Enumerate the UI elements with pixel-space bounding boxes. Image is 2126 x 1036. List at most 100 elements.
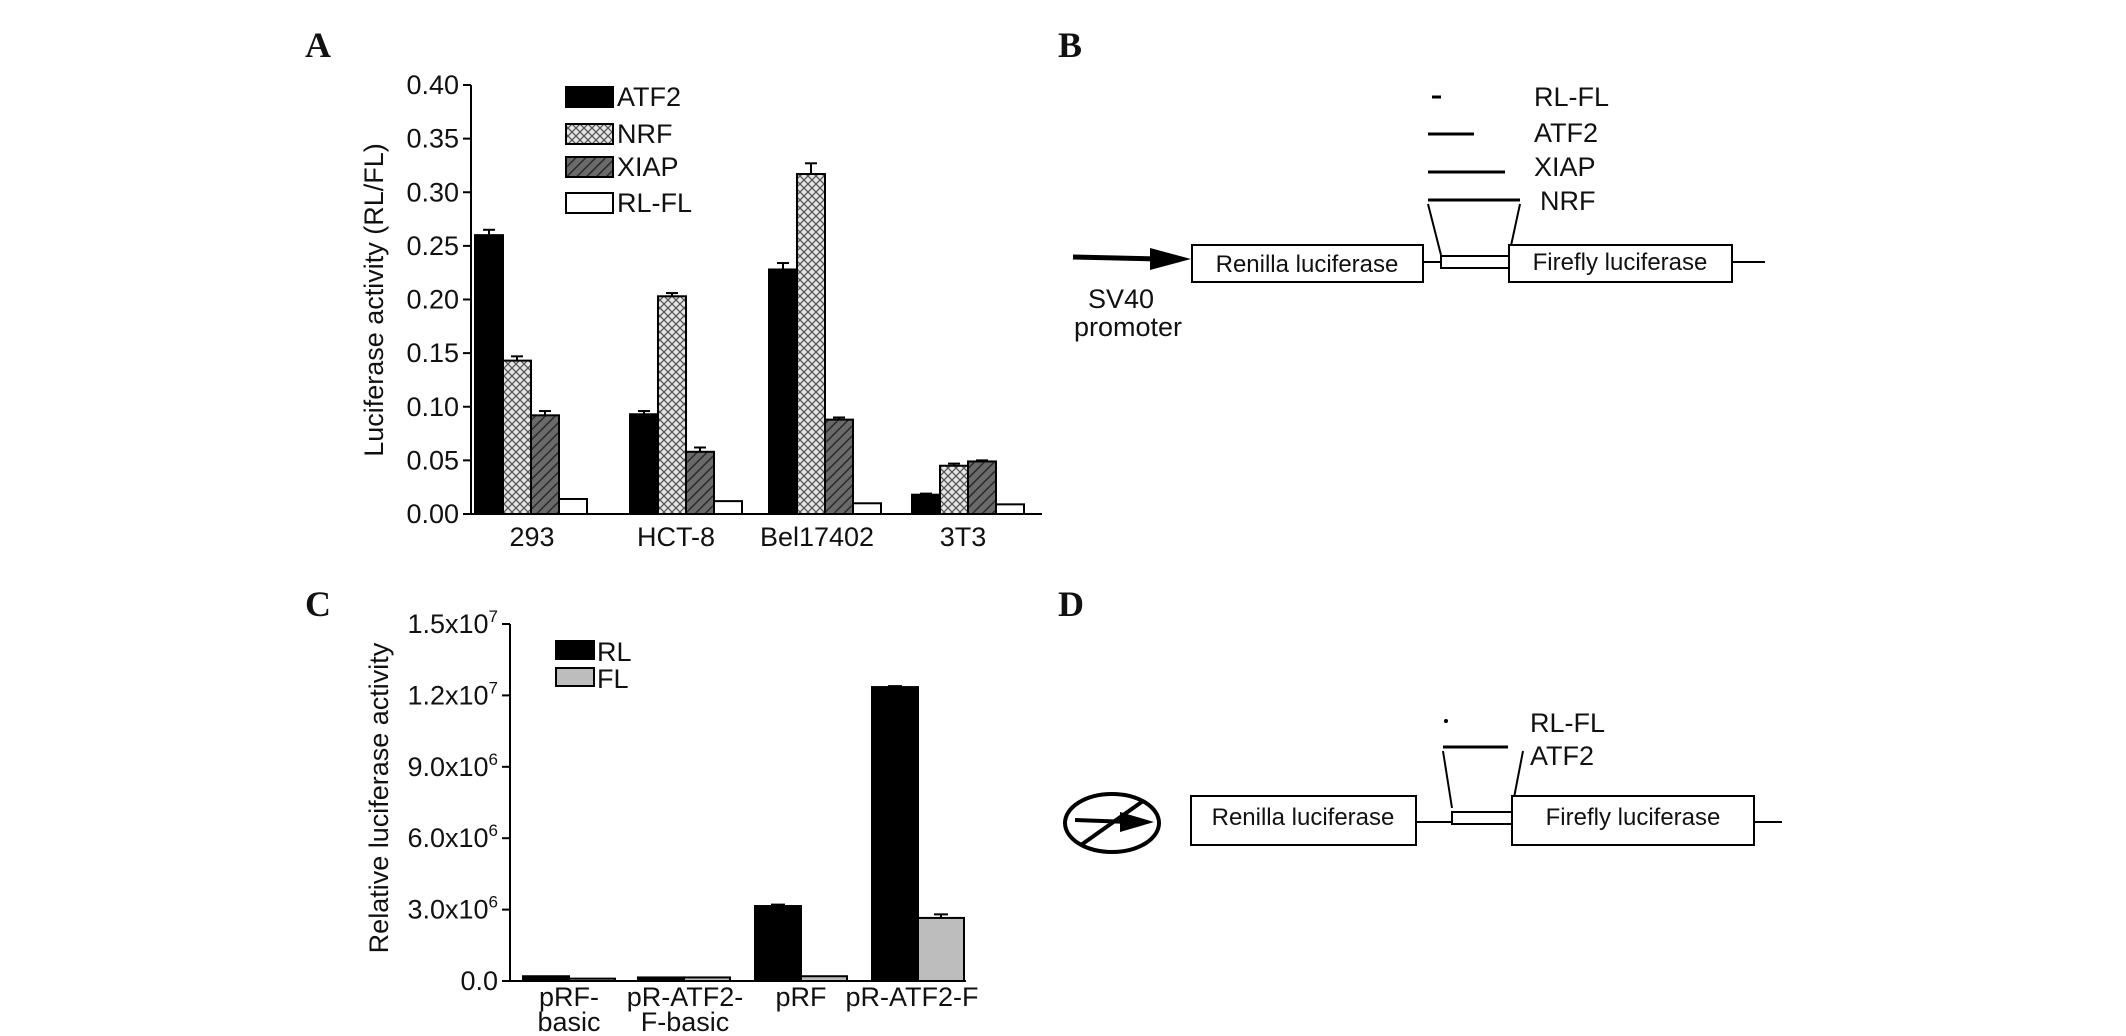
b-fragment-label-xiap: XIAP bbox=[1534, 152, 1596, 182]
chart-c-y-tick-exponent: 7 bbox=[489, 678, 498, 697]
chart-c-bar-rl-2 bbox=[754, 905, 802, 983]
chart-c-bars bbox=[522, 685, 965, 983]
chart-c-y-tick-mantissa: 1.2x10 bbox=[407, 680, 488, 710]
chart-a-legend-swatch-atf2 bbox=[565, 86, 614, 108]
d-no-promoter-arrowhead bbox=[1120, 812, 1154, 832]
chart-c-y-tick-mantissa: 1.5x10 bbox=[407, 609, 488, 639]
chart-a-bar-rl-fl-3t3 bbox=[995, 503, 1025, 516]
chart-c-y-axis-title: Relative luciferase activity bbox=[364, 642, 394, 953]
b-renilla-label: Renilla luciferase bbox=[1216, 251, 1399, 278]
chart-c-y-tick-mantissa: 6.0x10 bbox=[407, 823, 488, 853]
d-no-promoter-ellipse bbox=[1063, 792, 1161, 854]
diagram-d: RL-FL ATF2 Renilla luciferase Firefly lu… bbox=[1063, 708, 1782, 854]
chart-a: Luciferase activity (RL/FL) 0.00 0.05 0.10… bbox=[359, 70, 1042, 552]
chart-a-bar-nrf-bel17402 bbox=[796, 173, 826, 516]
chart-a-legend-swatch-nrf bbox=[565, 123, 614, 145]
chart-a-category-label: HCT-8 bbox=[637, 522, 715, 552]
d-firefly-label: Firefly luciferase bbox=[1546, 804, 1721, 831]
chart-a-legend-label-atf2: ATF2 bbox=[617, 82, 681, 112]
chart-a-legend-label-nrf: NRF bbox=[617, 119, 673, 149]
d-renilla-box bbox=[1190, 795, 1417, 846]
chart-c-category-label: pR-ATF2-F bbox=[846, 982, 979, 1012]
chart-a-bar-atf2-bel17402 bbox=[768, 268, 798, 515]
b-fragment-label-rl-fl: RL-FL bbox=[1534, 82, 1609, 112]
chart-c-y-tick-label: 1.5x107 bbox=[407, 607, 498, 639]
chart-a-category-label: 293 bbox=[509, 522, 554, 552]
chart-c-category-label: F-basic bbox=[641, 1007, 730, 1036]
d-fragment-label-atf2: ATF2 bbox=[1530, 741, 1594, 771]
chart-c-y-tick-exponent: 6 bbox=[489, 821, 498, 840]
chart-c-y-tick-exponent: 7 bbox=[489, 607, 498, 626]
d-fragment-line-rl-fl bbox=[1444, 719, 1448, 723]
chart-c-y-tick-label: 0.0 bbox=[460, 966, 498, 996]
chart-c-bar-rl-1 bbox=[637, 976, 685, 982]
chart-a-y-tick-label: 0.35 bbox=[406, 124, 459, 154]
chart-a-legend-label-rl-fl: RL-FL bbox=[617, 188, 692, 218]
chart-a-legend-swatch-xiap bbox=[565, 156, 614, 178]
panel-letter-a: A bbox=[305, 25, 331, 65]
chart-a-y-axis-title: Luciferase activity (RL/FL) bbox=[359, 143, 389, 457]
chart-c-y-tick-label: 6.0x106 bbox=[407, 821, 498, 853]
d-renilla-label: Renilla luciferase bbox=[1212, 804, 1395, 831]
chart-a-bar-nrf-hct-8 bbox=[657, 295, 687, 515]
chart-c-y-tick-exponent: 6 bbox=[489, 750, 498, 769]
chart-a-legend-label-xiap: XIAP bbox=[617, 152, 679, 182]
chart-a-bars bbox=[474, 162, 1025, 516]
chart-c-legend-label-fl: FL bbox=[597, 664, 629, 694]
b-promoter-label-line1: SV40 bbox=[1088, 284, 1154, 314]
chart-c-bar-rl-0 bbox=[522, 975, 570, 982]
chart-a-bar-nrf-293 bbox=[502, 359, 532, 515]
chart-c-legend-swatch-fl bbox=[555, 667, 595, 687]
chart-c-bar-fl-1 bbox=[683, 976, 731, 982]
b-fragment-label-atf2: ATF2 bbox=[1534, 118, 1598, 148]
b-promoter-label-line2: promoter bbox=[1074, 312, 1182, 342]
chart-c-category-label: pRF- bbox=[539, 982, 599, 1012]
chart-a-bar-rl-fl-293 bbox=[558, 497, 588, 515]
panel-letter-c: C bbox=[305, 584, 331, 624]
b-fragment-label-nrf: NRF bbox=[1540, 186, 1596, 216]
d-insert-box bbox=[1451, 811, 1513, 825]
chart-c-bar-fl-3 bbox=[917, 916, 965, 982]
chart-a-bar-xiap-hct-8 bbox=[685, 450, 715, 516]
chart-c-category-label: pR-ATF2- bbox=[627, 982, 744, 1012]
chart-a-bar-nrf-3t3 bbox=[939, 464, 969, 515]
chart-a-y-tick-label: 0.05 bbox=[406, 445, 459, 475]
d-firefly-box bbox=[1511, 795, 1755, 846]
chart-a-bar-xiap-bel17402 bbox=[824, 418, 854, 515]
b-zoom-line-left bbox=[1427, 203, 1442, 256]
chart-c-bar-fl-2 bbox=[800, 975, 848, 982]
chart-a-bar-atf2-293 bbox=[474, 234, 504, 515]
b-promoter-arrowhead bbox=[1150, 248, 1191, 270]
chart-a-categories: 293 HCT-8 Bel17402 3T3 bbox=[509, 522, 986, 552]
chart-c-y-tick-mantissa: 3.0x10 bbox=[407, 895, 488, 925]
chart-a-y-tick-label: 0.00 bbox=[406, 499, 459, 529]
b-firefly-label: Firefly luciferase bbox=[1533, 249, 1708, 276]
chart-c-legend-swatch-rl bbox=[555, 640, 595, 660]
chart-a-y-tick-label: 0.40 bbox=[406, 70, 459, 100]
chart-c-y-tick-label: 1.2x107 bbox=[407, 678, 498, 710]
chart-c: Relative luciferase activity 0.03.0x1066… bbox=[364, 607, 979, 1036]
chart-a-category-label: Bel17402 bbox=[760, 522, 874, 552]
chart-a-y-tick-label: 0.20 bbox=[406, 285, 459, 315]
b-renilla-box bbox=[1191, 244, 1424, 283]
b-promoter-arrow-shaft bbox=[1072, 254, 1161, 262]
chart-a-y-tick-label: 0.30 bbox=[406, 177, 459, 207]
chart-a-y-tick-label: 0.25 bbox=[406, 231, 459, 261]
chart-a-category-label: 3T3 bbox=[940, 522, 987, 552]
d-no-promoter-slash bbox=[1079, 799, 1145, 847]
d-zoom-line-left bbox=[1442, 750, 1453, 809]
b-insert-box bbox=[1440, 255, 1510, 269]
chart-a-bar-xiap-293 bbox=[530, 414, 560, 515]
chart-a-bar-rl-fl-bel17402 bbox=[852, 502, 882, 515]
diagram-b: RL-FL ATF2 XIAP NRF Renilla luciferase F… bbox=[1072, 82, 1765, 342]
chart-a-bar-atf2-3t3 bbox=[911, 493, 941, 516]
chart-a-bar-atf2-hct-8 bbox=[629, 413, 659, 516]
panel-letter-d: D bbox=[1058, 584, 1084, 624]
chart-c-legend-label-rl: RL bbox=[597, 637, 632, 667]
panel-letter-b: B bbox=[1058, 25, 1082, 65]
chart-a-y-tick-label: 0.10 bbox=[406, 392, 459, 422]
chart-c-y-tick-label: 3.0x106 bbox=[407, 893, 498, 925]
